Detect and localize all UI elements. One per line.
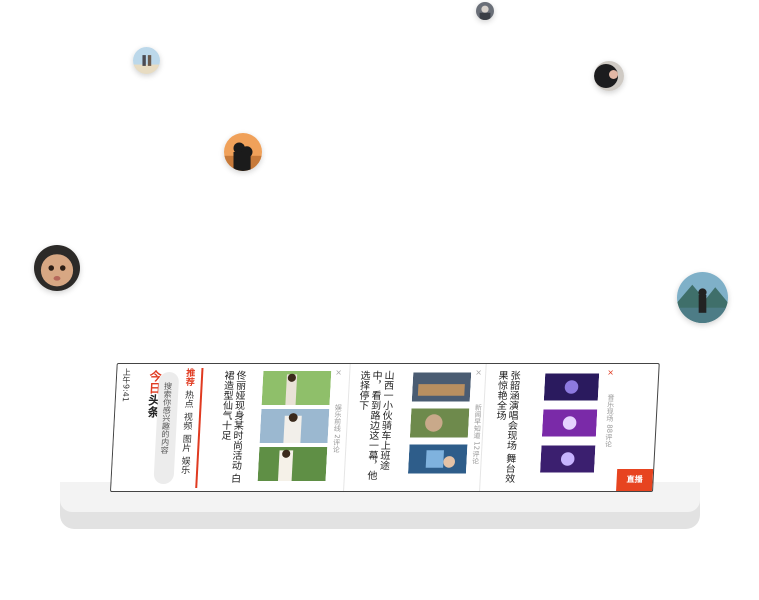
article-thumb bbox=[261, 370, 332, 406]
tab-entertainment[interactable]: 娱乐 bbox=[178, 456, 190, 474]
avatar-woman-dark bbox=[594, 61, 624, 91]
list-item[interactable]: 山西一小伙骑车上班途中，看到路边这一幕，他选择停下 新闻早知道 12评论 × bbox=[347, 364, 484, 491]
close-icon[interactable]: × bbox=[607, 368, 615, 377]
article-headline: 山西一小伙骑车上班途中，看到路边这一幕，他选择停下 bbox=[356, 370, 394, 480]
article-headline: 佟丽娅现身某时尚活动 白裙造型仙气十足 bbox=[218, 370, 246, 484]
dismiss-icon[interactable]: × bbox=[475, 368, 483, 377]
phone-screen: 上午9:41 今日头条 搜索你感兴趣的内容 推荐 热点 视频 图片 娱乐 佟丽娅… bbox=[110, 363, 660, 492]
article-thumb bbox=[543, 370, 600, 404]
tab-bar: 推荐 热点 视频 图片 娱乐 bbox=[178, 368, 197, 474]
avatar-child bbox=[34, 245, 80, 291]
status-time: 上午9:41 bbox=[120, 368, 132, 402]
list-item[interactable]: 张韶涵演唱会现场 舞台效果惊艳全场 音乐现场 88评论 × bbox=[483, 364, 650, 491]
article-thumb bbox=[541, 406, 598, 440]
tab-hot[interactable]: 热点 bbox=[182, 390, 194, 408]
tab-video[interactable]: 视频 bbox=[181, 412, 193, 430]
list-item[interactable]: 佟丽娅现身某时尚活动 白裙造型仙气十足 娱乐前线 2评论 × bbox=[211, 364, 343, 491]
avatar-silhouette-sunset bbox=[224, 133, 262, 171]
tab-recommend[interactable]: 推荐 bbox=[183, 368, 195, 386]
app-header-rail: 上午9:41 今日头条 搜索你感兴趣的内容 推荐 热点 视频 图片 娱乐 bbox=[111, 364, 218, 491]
dismiss-icon[interactable]: × bbox=[335, 368, 343, 377]
article-thumb bbox=[257, 446, 328, 482]
article-thumb bbox=[407, 442, 468, 476]
search-placeholder: 搜索你感兴趣的内容 bbox=[159, 382, 173, 454]
article-thumb bbox=[411, 370, 472, 404]
avatar-hiker-mountains bbox=[677, 272, 728, 323]
tab-pictures[interactable]: 图片 bbox=[180, 434, 192, 452]
article-headline: 张韶涵演唱会现场 舞台效果惊艳全场 bbox=[493, 370, 520, 484]
article-meta: 娱乐前线 2评论 bbox=[332, 404, 343, 453]
avatar-couple-beach bbox=[133, 47, 160, 74]
article-thumb bbox=[409, 406, 470, 440]
article-thumb bbox=[259, 408, 330, 444]
live-badge[interactable]: 直播 bbox=[616, 469, 654, 491]
avatar-small-top bbox=[476, 2, 494, 20]
article-thumb bbox=[540, 442, 596, 476]
article-meta: 音乐现场 88评论 bbox=[604, 394, 616, 448]
active-tab-indicator bbox=[195, 368, 204, 488]
